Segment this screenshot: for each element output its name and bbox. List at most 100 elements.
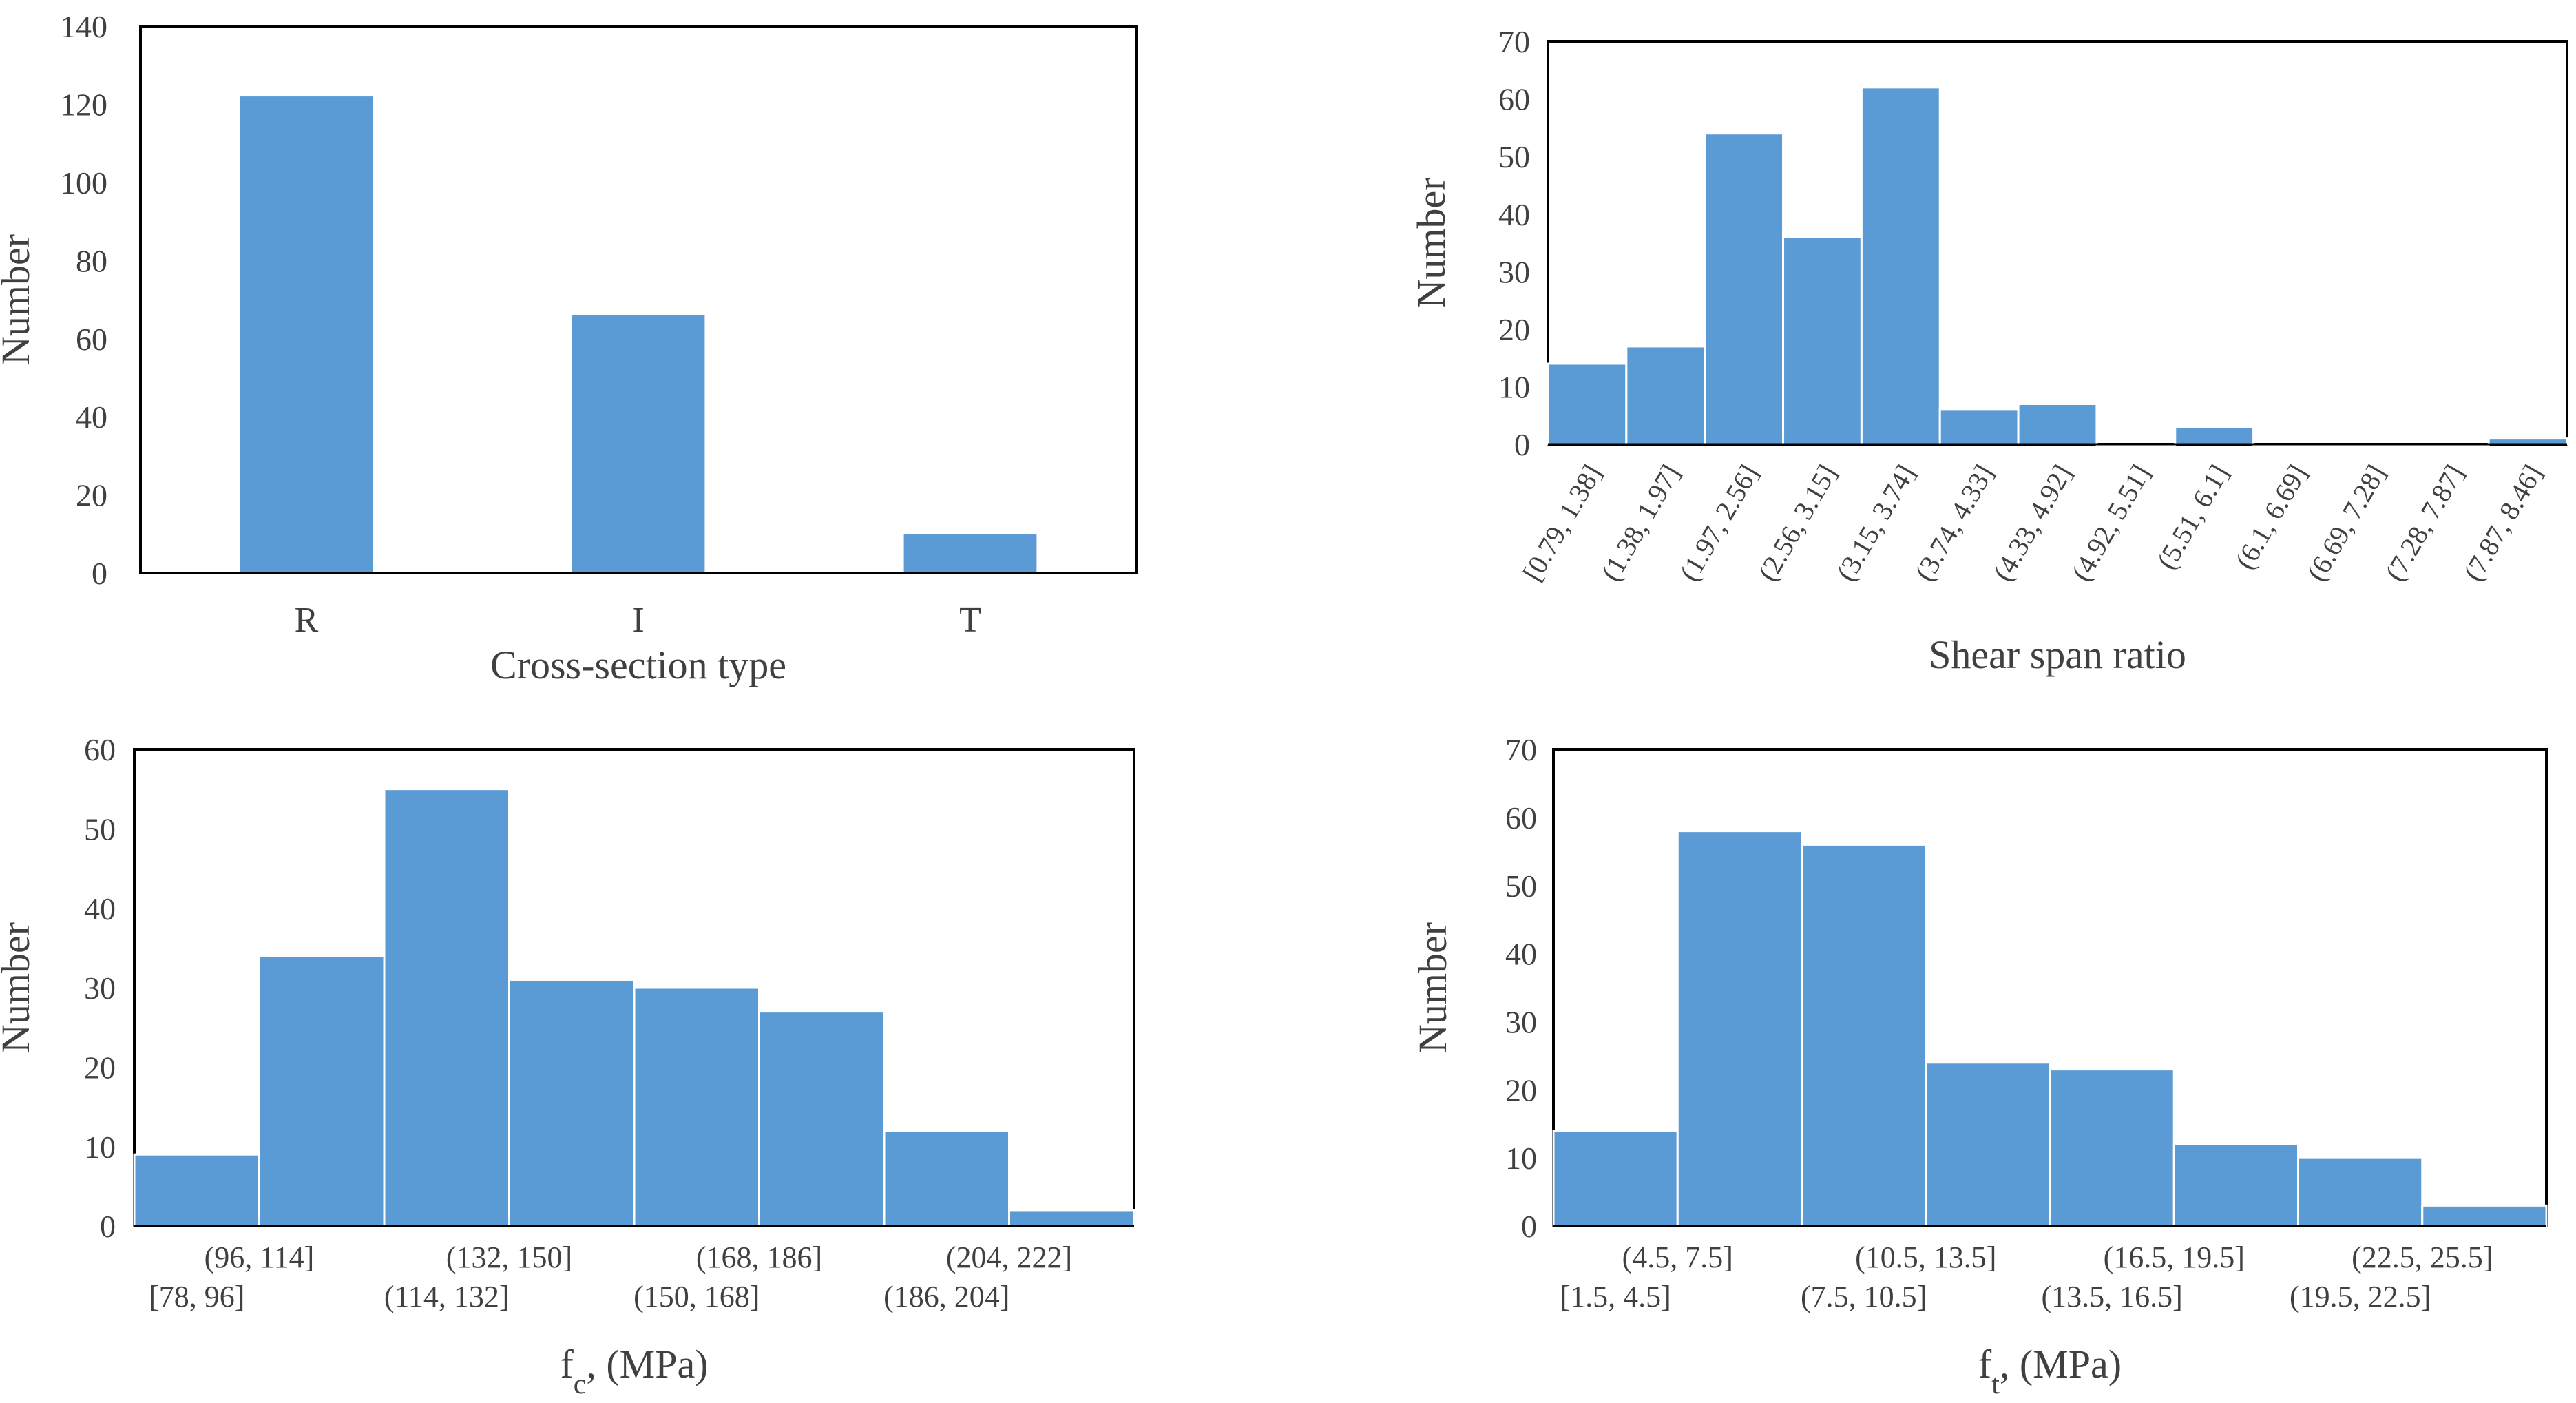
y-tick-label: 20 (84, 1050, 116, 1085)
bar-shear-span-4 (1860, 86, 1941, 446)
x-tick-label: (1.38, 1.97] (1595, 459, 1686, 586)
y-tick-label: 50 (1498, 139, 1530, 174)
bar-shear-span-8 (2174, 426, 2255, 446)
y-tick-label: 40 (1498, 197, 1530, 232)
y-tick-label: 30 (1498, 254, 1530, 289)
x-tick-label: (3.15, 3.74] (1830, 459, 1921, 586)
y-tick-label: 30 (84, 970, 116, 1006)
bar-ft-4 (2049, 1068, 2175, 1227)
y-tick-label: 60 (84, 732, 116, 767)
x-tick-label: (4.92, 5.51] (2065, 459, 2156, 586)
y-tick-label: 70 (1498, 24, 1530, 59)
x-tick-label: (132, 150] (446, 1240, 572, 1274)
x-axis-title: fc, (MPa) (560, 1342, 708, 1400)
x-tick-label: I (632, 601, 644, 640)
x-tick-label: (186, 204] (883, 1280, 1009, 1313)
y-axis-title: Number (1410, 922, 1455, 1053)
bar-ft-6 (2297, 1156, 2424, 1227)
x-tick-label: (6.69, 7.28] (2301, 459, 2391, 586)
bar-shear-span-0 (1547, 362, 1628, 446)
y-axis-title: Number (1409, 177, 1454, 308)
bar-cross-section-0 (240, 96, 373, 574)
y-tick-label: 120 (60, 87, 107, 123)
y-tick-label: 40 (84, 891, 116, 926)
x-axis-title: Shear span ratio (1929, 632, 2186, 677)
x-axis-title: Cross-section type (490, 643, 786, 687)
y-tick-label: 60 (76, 322, 107, 357)
y-tick-label: 40 (76, 399, 107, 435)
x-tick-label: R (295, 601, 319, 640)
x-tick-label: (150, 168] (633, 1280, 760, 1313)
cross-section-chart: 0 20 40 60 80 100 120 140 R I T Number Cross-section… (0, 9, 1138, 687)
x-tick-label: [78, 96] (149, 1280, 244, 1313)
bar-ft-3 (1925, 1061, 2051, 1227)
y-tick-label: 20 (1505, 1072, 1537, 1108)
bar-fc-4 (633, 986, 760, 1227)
bar-fc-3 (508, 978, 636, 1227)
y-tick-label: 40 (1505, 937, 1537, 972)
bar-shear-span-2 (1704, 132, 1785, 446)
x-tick-label: (114, 132] (384, 1280, 510, 1313)
y-tick-label: 60 (1498, 82, 1530, 117)
bar-ft-1 (1676, 830, 1803, 1227)
ft-chart: 0 10 20 30 40 50 60 70 [1.5, 4.5] (4.5, 7.5] (7.5,… (1410, 732, 2548, 1400)
bar-shear-span-6 (2017, 403, 2098, 446)
y-tick-label: 100 (60, 165, 107, 200)
bar-fc-2 (383, 788, 510, 1227)
y-tick-label: 140 (60, 9, 107, 44)
y-tick-label: 20 (1498, 312, 1530, 347)
x-tick-label: [0.79, 1.38] (1516, 459, 1607, 586)
bar-ft-2 (1801, 843, 1927, 1227)
bar-fc-1 (258, 955, 386, 1227)
x-tick-label: (7.28, 7.87] (2379, 459, 2470, 586)
bar-ft-0 (1552, 1130, 1679, 1227)
bar-shear-span-1 (1625, 345, 1706, 446)
x-axis-title: ft, (MPa) (1978, 1342, 2122, 1400)
bar-fc-7 (1008, 1209, 1135, 1227)
x-tick-label: [1.5, 4.5] (1560, 1280, 1671, 1313)
y-tick-label: 0 (1514, 427, 1530, 462)
bar-shear-span-5 (1938, 408, 2020, 446)
y-tick-label: 0 (100, 1209, 116, 1244)
x-tick-label: (4.5, 7.5] (1622, 1240, 1733, 1274)
y-tick-label: 0 (92, 556, 107, 591)
y-tick-label: 60 (1505, 800, 1537, 835)
bar-fc-5 (758, 1010, 886, 1227)
y-axis-title: Number (0, 922, 38, 1053)
y-tick-label: 0 (1521, 1209, 1537, 1244)
y-tick-label: 50 (84, 811, 116, 846)
x-tick-label: (96, 114] (205, 1240, 315, 1274)
y-tick-label: 10 (84, 1130, 116, 1165)
x-tick-label: (204, 222] (946, 1240, 1072, 1274)
x-tick-label: (7.5, 10.5] (1801, 1280, 1927, 1313)
x-tick-label: (4.33, 4.92] (1987, 459, 2078, 586)
x-tick-label: (168, 186] (696, 1240, 822, 1274)
x-tick-label: (10.5, 13.5] (1855, 1240, 1996, 1274)
y-tick-label: 50 (1505, 869, 1537, 904)
bar-shear-span-3 (1782, 236, 1863, 446)
bar-cross-section-1 (572, 315, 705, 573)
x-tick-label: (22.5, 25.5] (2352, 1240, 2493, 1274)
x-tick-label: (5.51, 6.1] (2150, 459, 2234, 574)
x-tick-label: (1.97, 2.56] (1673, 459, 1764, 586)
y-tick-label: 80 (76, 243, 107, 278)
bar-ft-7 (2421, 1204, 2548, 1227)
y-tick-label: 30 (1505, 1005, 1537, 1040)
bar-fc-0 (133, 1153, 260, 1227)
x-tick-label: (6.1, 6.69] (2229, 459, 2313, 574)
x-tick-label: (19.5, 22.5] (2290, 1280, 2431, 1313)
x-tick-label: (13.5, 16.5] (2041, 1280, 2182, 1313)
x-tick-label: (3.74, 4.33] (1909, 459, 2000, 586)
bar-ft-5 (2172, 1143, 2299, 1227)
bar-cross-section-2 (903, 534, 1037, 573)
y-tick-label: 70 (1505, 732, 1537, 767)
y-tick-label: 10 (1498, 370, 1530, 405)
y-tick-label: 10 (1505, 1141, 1537, 1176)
x-tick-label: (16.5, 19.5] (2104, 1240, 2245, 1274)
x-tick-label: (7.87, 8.46] (2458, 459, 2548, 586)
y-tick-label: 20 (76, 478, 107, 513)
fc-chart: 0 10 20 30 40 50 60 [78, 96] (96, 114] (114, 132]… (0, 732, 1135, 1400)
x-tick-label: T (959, 601, 981, 640)
y-axis-title: Number (0, 234, 38, 365)
